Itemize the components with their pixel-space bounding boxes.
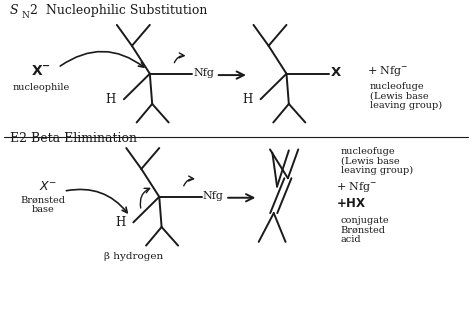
Text: (Lewis base: (Lewis base (370, 92, 428, 100)
Text: Nfg: Nfg (202, 191, 223, 201)
Text: β hydrogen: β hydrogen (104, 252, 163, 261)
Text: conjugate: conjugate (341, 216, 389, 225)
Text: nucleofuge: nucleofuge (370, 82, 425, 91)
Text: 2  Nucleophilic Substitution: 2 Nucleophilic Substitution (30, 4, 207, 17)
Text: leaving group): leaving group) (341, 166, 413, 175)
Text: $\mathbf{+ HX}$: $\mathbf{+ HX}$ (336, 197, 366, 210)
Text: Nfg: Nfg (193, 68, 214, 78)
Text: (Lewis base: (Lewis base (341, 157, 399, 166)
Text: E2 Beta Elimination: E2 Beta Elimination (10, 132, 137, 145)
Text: $X^{-}$: $X^{-}$ (39, 180, 58, 193)
Text: + Nfg$^{-}$: + Nfg$^{-}$ (336, 180, 377, 194)
Text: nucleophile: nucleophile (13, 83, 70, 92)
Text: H: H (242, 93, 253, 106)
Text: $\mathbf{X}^{\mathbf{-}}$: $\mathbf{X}^{\mathbf{-}}$ (31, 64, 51, 78)
Text: Brønsted: Brønsted (341, 225, 386, 234)
Text: $\mathbf{X}$: $\mathbf{X}$ (330, 66, 342, 79)
Text: H: H (115, 216, 125, 229)
Text: + Nfg$^{-}$: + Nfg$^{-}$ (366, 64, 408, 78)
Text: nucleofuge: nucleofuge (341, 147, 395, 156)
Text: acid: acid (341, 235, 361, 244)
Text: S: S (10, 4, 18, 17)
Text: N: N (21, 11, 29, 20)
Text: base: base (31, 205, 54, 214)
Text: leaving group): leaving group) (370, 101, 442, 110)
Text: Brønsted: Brønsted (20, 196, 65, 205)
Text: H: H (106, 93, 116, 106)
